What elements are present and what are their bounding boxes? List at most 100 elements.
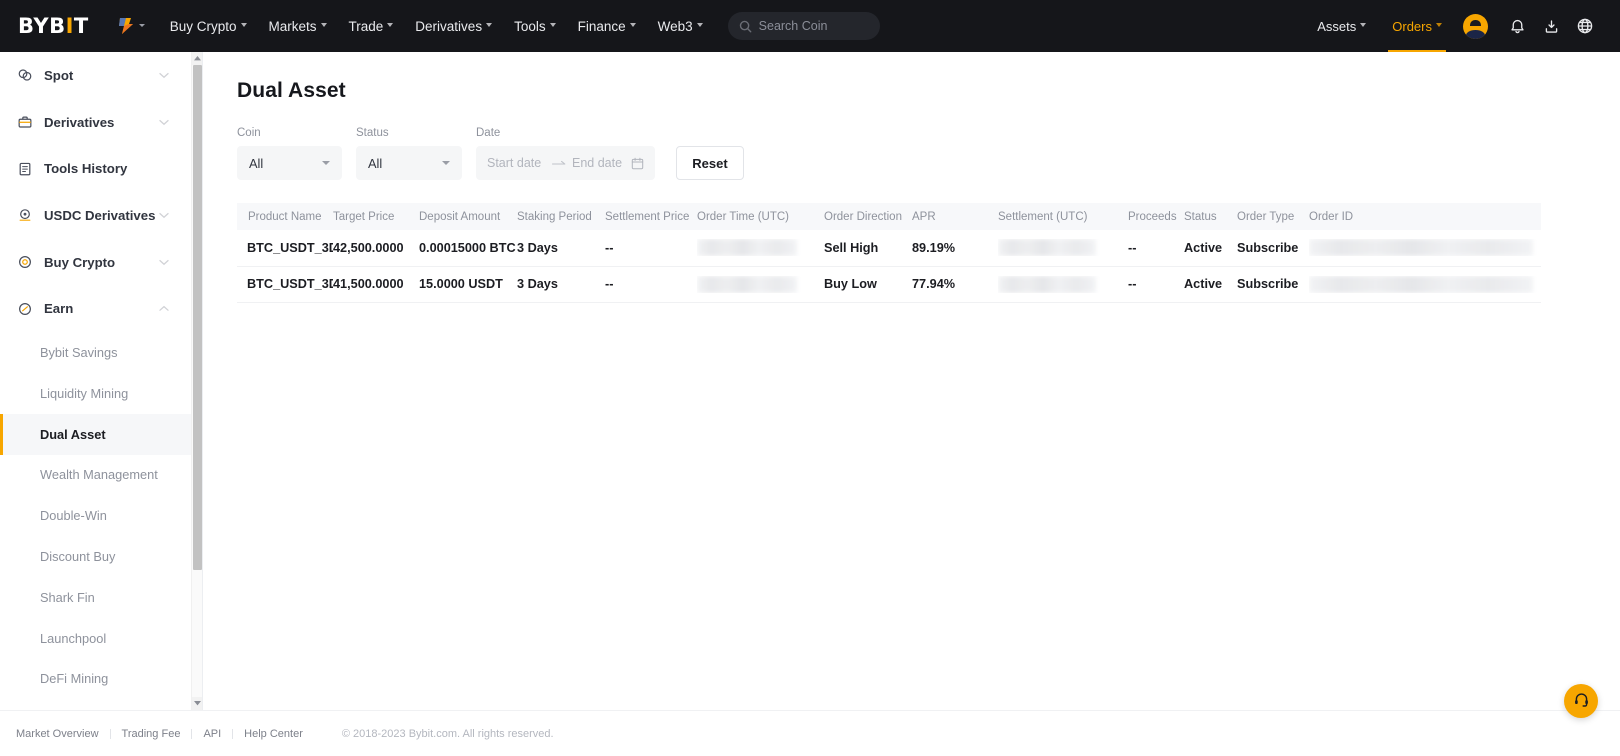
sidebar-sub-label: Bybit Savings xyxy=(40,345,118,361)
scroll-down-arrow-icon[interactable] xyxy=(192,697,202,710)
nav-label: Web3 xyxy=(657,18,693,34)
sidebar-item-usdc-derivatives[interactable]: USDC Derivatives xyxy=(0,192,191,239)
end-date-input[interactable]: End date xyxy=(572,156,623,170)
sidebar-item-double-win[interactable]: Double-Win xyxy=(0,495,191,536)
nav-item-web3[interactable]: Web3 xyxy=(647,0,714,52)
nav-label: Trade xyxy=(348,18,384,34)
sidebar-item-wealth-management[interactable]: Wealth Management xyxy=(0,455,191,496)
column-header-target-price: Target Price xyxy=(333,210,395,223)
chevron-down-icon xyxy=(240,23,247,27)
chevron-down-icon xyxy=(320,23,327,27)
nav-item-orders[interactable]: Orders xyxy=(1379,0,1455,52)
footer-link-market-overview[interactable]: Market Overview xyxy=(16,727,99,740)
bell-icon[interactable] xyxy=(1500,9,1534,43)
chevron-down-icon xyxy=(486,23,493,27)
cell-target-price: 42,500.0000 xyxy=(333,240,404,255)
bybit-card-icon[interactable] xyxy=(115,15,145,37)
dual-asset-table: Product Name Target Price Deposit Amount… xyxy=(237,203,1541,303)
sidebar-item-launchpool[interactable]: Launchpool xyxy=(0,618,191,659)
calendar-icon[interactable] xyxy=(631,157,644,170)
page-body: Spot Derivatives xyxy=(0,52,1620,756)
logo-text-accent: I xyxy=(65,14,74,38)
scrollbar-thumb[interactable] xyxy=(193,65,202,570)
cell-order-direction: Sell High xyxy=(824,240,879,255)
sidebar-item-bybit-savings[interactable]: Bybit Savings xyxy=(0,332,191,373)
coin-filter-label: Coin xyxy=(237,127,261,139)
sidebar-item-label: USDC Derivatives xyxy=(44,207,156,223)
nav-item-markets[interactable]: Markets xyxy=(258,0,338,52)
sidebar-item-label: Earn xyxy=(44,301,74,317)
cell-order-id-redacted xyxy=(1309,239,1541,257)
cell-order-time-redacted xyxy=(697,239,824,257)
avatar[interactable] xyxy=(1463,13,1488,39)
chevron-down-icon xyxy=(322,161,330,165)
table-row[interactable]: BTC_USDT_3D 41,500.0000 15.0000 USDT 3 D… xyxy=(237,267,1541,303)
coin-filter-select[interactable]: All xyxy=(237,146,342,180)
bybit-logo[interactable]: BYBIT xyxy=(18,14,89,38)
start-date-input[interactable]: Start date xyxy=(487,156,542,170)
cell-settlement-utc-redacted xyxy=(998,275,1128,293)
globe-icon[interactable] xyxy=(1568,9,1602,43)
headset-icon xyxy=(1573,691,1590,711)
table-row[interactable]: BTC_USDT_3D 42,500.0000 0.00015000 BTC 3… xyxy=(237,230,1541,267)
earn-icon xyxy=(16,300,33,317)
reset-button[interactable]: Reset xyxy=(676,146,744,180)
nav-label: Tools xyxy=(514,18,546,34)
sidebar-item-liquidity-mining[interactable]: Liquidity Mining xyxy=(0,373,191,414)
nav-item-trade[interactable]: Trade xyxy=(338,0,405,52)
footer-divider xyxy=(191,728,193,739)
support-chat-button[interactable] xyxy=(1564,684,1598,718)
sidebar-item-shark-fin[interactable]: Shark Fin xyxy=(0,577,191,618)
sidebar-item-label: Derivatives xyxy=(44,114,115,130)
footer-divider xyxy=(232,728,234,739)
sidebar-item-derivatives[interactable]: Derivatives xyxy=(0,99,191,146)
footer-link-help-center[interactable]: Help Center xyxy=(244,727,303,740)
sidebar-item-tools-history[interactable]: Tools History xyxy=(0,145,191,192)
sidebar-sub-label: Dual Asset xyxy=(40,426,106,442)
status-filter-group: Status All xyxy=(356,127,462,180)
nav-item-finance[interactable]: Finance xyxy=(567,0,647,52)
download-icon[interactable] xyxy=(1534,9,1568,43)
footer-link-trading-fee[interactable]: Trading Fee xyxy=(121,727,181,740)
nav-item-assets[interactable]: Assets xyxy=(1304,0,1379,52)
search-input[interactable]: Search Coin xyxy=(727,12,880,40)
chevron-down-icon xyxy=(159,212,169,219)
column-header-proceeds: Proceeds xyxy=(1128,210,1177,223)
chevron-down-icon xyxy=(138,24,145,27)
logo-text-2: T xyxy=(73,14,89,38)
nav-label: Markets xyxy=(268,18,317,34)
chevron-down-icon xyxy=(629,23,636,27)
scroll-up-arrow-icon[interactable] xyxy=(192,52,202,65)
cell-settlement-price: -- xyxy=(605,240,614,255)
chevron-up-icon xyxy=(159,305,169,312)
document-icon xyxy=(16,160,33,177)
cell-order-type: Subscribe xyxy=(1237,277,1299,292)
sidebar-item-discount-buy[interactable]: Discount Buy xyxy=(0,536,191,577)
nav-item-buy-crypto[interactable]: Buy Crypto xyxy=(159,0,258,52)
cell-target-price: 41,500.0000 xyxy=(333,277,404,292)
sidebar-item-defi-mining[interactable]: DeFi Mining xyxy=(0,659,191,700)
sidebar-item-buy-crypto[interactable]: Buy Crypto xyxy=(0,239,191,286)
spot-icon xyxy=(16,67,33,84)
nav-item-derivatives[interactable]: Derivatives xyxy=(404,0,503,52)
column-header-deposit-amount: Deposit Amount xyxy=(419,210,501,223)
cell-deposit-amount: 0.00015000 BTC xyxy=(419,240,516,255)
date-range-picker[interactable]: Start date End date xyxy=(476,146,655,180)
nav-item-tools[interactable]: Tools xyxy=(503,0,567,52)
footer-link-api[interactable]: API xyxy=(203,727,222,740)
sidebar-item-spot[interactable]: Spot xyxy=(0,52,191,99)
sidebar-scrollbar[interactable] xyxy=(191,52,202,710)
cell-staking-period: 3 Days xyxy=(517,240,558,255)
column-header-status: Status xyxy=(1184,210,1217,223)
status-filter-select[interactable]: All xyxy=(356,146,462,180)
sidebar-scroll-area: Spot Derivatives xyxy=(0,52,191,710)
cell-order-time-redacted xyxy=(697,275,824,293)
sidebar-item-dual-asset[interactable]: Dual Asset xyxy=(0,413,191,455)
coin-filter-value: All xyxy=(249,155,264,171)
sidebar-item-earn[interactable]: Earn xyxy=(0,285,191,332)
page-title: Dual Asset xyxy=(237,79,346,102)
chevron-down-icon xyxy=(549,23,556,27)
chevron-down-icon xyxy=(159,119,169,126)
sidebar-item-label: Buy Crypto xyxy=(44,254,116,270)
column-header-settlement-utc: Settlement (UTC) xyxy=(998,210,1088,223)
